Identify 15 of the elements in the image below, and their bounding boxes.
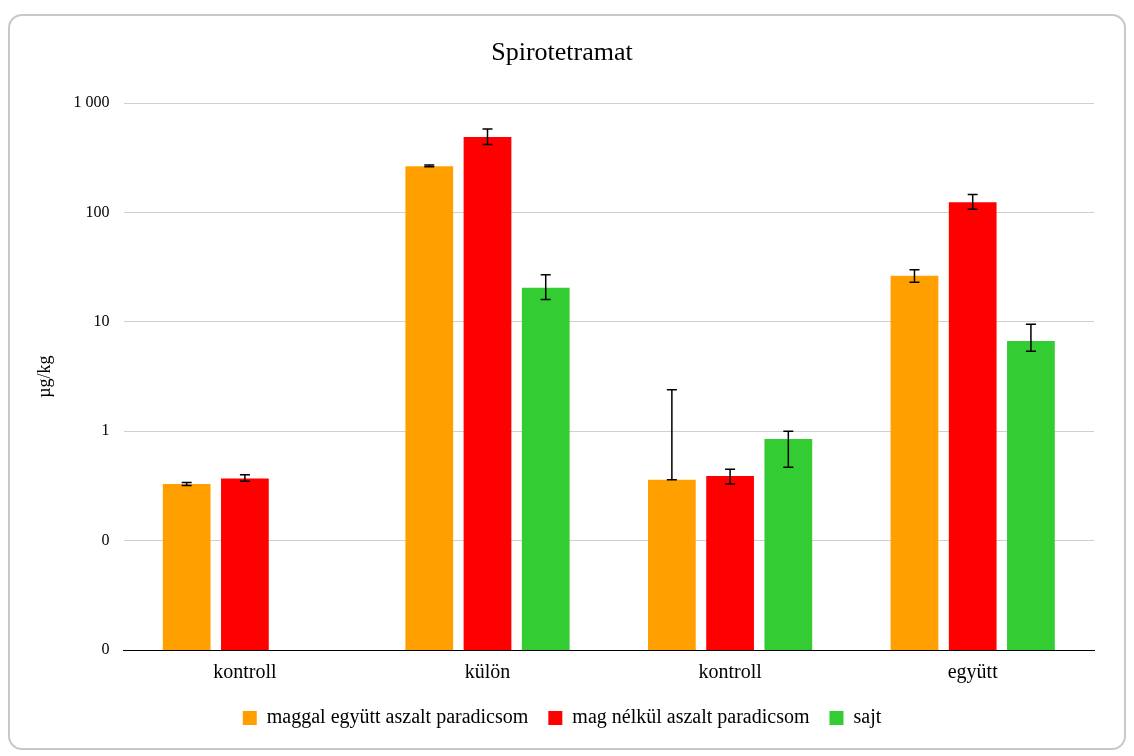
- y-axis-title: µg/kg: [33, 355, 54, 398]
- legend-label: sajt: [853, 705, 882, 729]
- x-tick-label: kontroll: [213, 660, 277, 683]
- y-tick-label: 1 000: [73, 93, 110, 111]
- legend-label: maggal együtt aszalt paradicsom: [266, 705, 529, 729]
- y-tick-label: 0: [101, 640, 110, 658]
- x-tick-label: együtt: [947, 660, 999, 684]
- y-tick-label: 0: [101, 530, 110, 548]
- legend-label: mag nélkül aszalt paradicsom: [572, 705, 810, 729]
- chart-title: Spirotetramat: [491, 37, 634, 67]
- y-tick-label: 1: [101, 421, 110, 439]
- y-tick-label: 100: [85, 202, 110, 220]
- y-tick-label: 10: [93, 312, 110, 330]
- x-tick-label: külön: [464, 660, 511, 683]
- x-tick-label: kontroll: [698, 660, 763, 683]
